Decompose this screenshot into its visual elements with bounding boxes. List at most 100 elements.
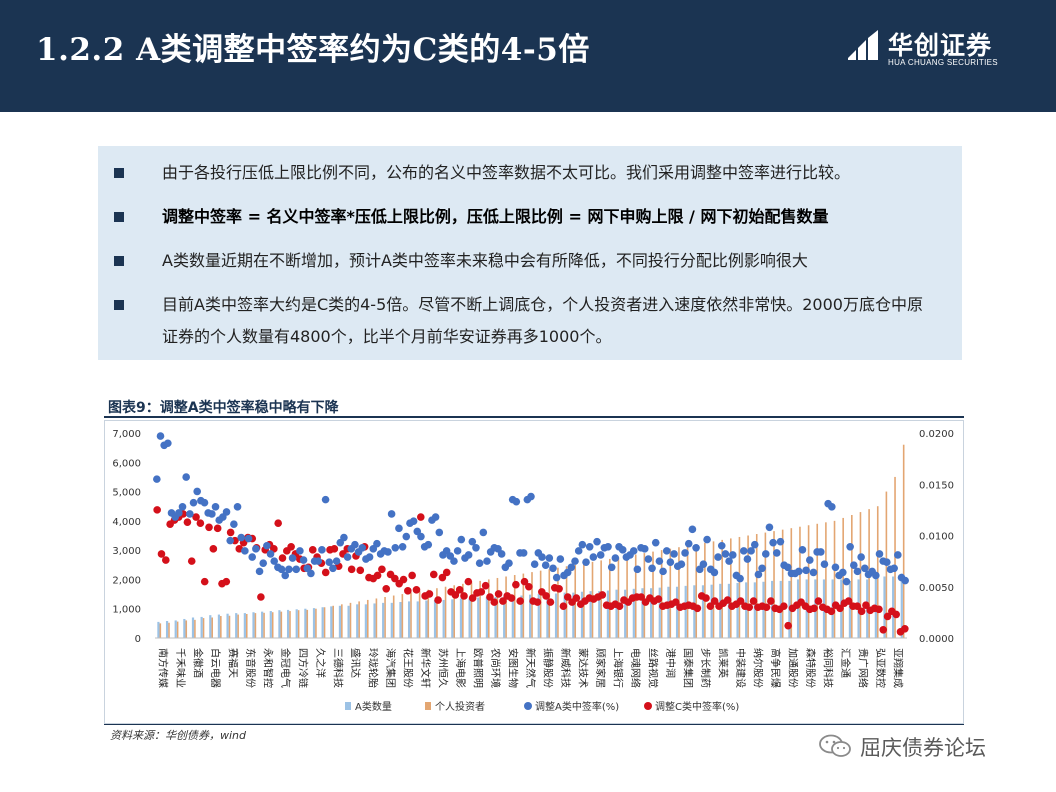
bar-personal-investors	[315, 608, 317, 638]
category-label: 振静股份	[541, 648, 554, 688]
dot-a-rate	[391, 544, 400, 552]
dot-c-rate	[399, 575, 408, 584]
dot-a-rate	[802, 566, 810, 575]
dot-c-rate	[844, 597, 853, 605]
dot-a-rate	[457, 535, 466, 544]
bar-personal-investors	[487, 579, 490, 638]
bar-personal-investors	[825, 522, 827, 638]
bar-personal-investors	[306, 609, 309, 638]
dot-a-rate	[758, 564, 766, 573]
bar-personal-investors	[678, 547, 680, 638]
bar-a-quantity	[252, 612, 255, 638]
dot-a-rate	[883, 558, 891, 566]
dot-a-rate	[318, 546, 326, 554]
dot-a-rate	[578, 540, 587, 549]
dot-a-rate	[593, 537, 601, 546]
bar-personal-investors	[781, 529, 784, 638]
dot-c-rate	[378, 565, 386, 574]
bar-personal-investors	[851, 515, 853, 638]
dot-a-rate	[699, 560, 708, 568]
bar-personal-investors	[168, 622, 170, 638]
dot-c-rate	[512, 580, 520, 589]
dot-c-rate	[780, 602, 788, 611]
category-label: 安图生物	[507, 648, 520, 688]
dot-a-rate	[666, 558, 675, 566]
dot-c-rate	[542, 592, 550, 600]
bar-personal-investors	[755, 534, 758, 638]
right-tick-label: 0.0050	[919, 583, 954, 594]
dot-a-rate	[325, 558, 334, 566]
bar-a-quantity	[382, 602, 385, 638]
category-label: 四方冷链	[297, 648, 310, 688]
bar-personal-investors	[254, 613, 257, 638]
dot-a-rate	[384, 548, 392, 556]
dot-c-rate	[516, 597, 524, 605]
bar-a-quantity	[312, 608, 316, 638]
dot-c-rate	[892, 610, 900, 619]
bar-a-quantity	[209, 615, 212, 638]
bar-a-quantity	[485, 597, 488, 638]
dot-c-rate	[749, 597, 758, 605]
bar-personal-investors	[730, 538, 732, 638]
dot-c-rate	[853, 602, 862, 611]
dot-a-rate	[270, 557, 279, 565]
bullet-square-icon	[114, 300, 124, 310]
dot-a-rate	[497, 550, 506, 558]
dot-a-rate	[688, 525, 697, 534]
bar-a-quantity	[710, 584, 713, 638]
dot-a-rate	[153, 475, 161, 483]
dot-c-rate	[857, 607, 866, 616]
dot-a-rate	[479, 528, 488, 537]
category-label: 弘亚数控	[874, 648, 887, 688]
dot-c-rate	[555, 585, 563, 593]
dot-c-rate	[745, 603, 754, 612]
dot-a-rate	[200, 498, 209, 507]
bar-personal-investors	[401, 594, 404, 638]
bar-personal-investors	[323, 607, 326, 638]
category-label: 农尚环境	[489, 648, 502, 688]
dot-a-rate	[193, 487, 201, 496]
category-label: 丝路视觉	[646, 648, 659, 688]
bar-personal-investors	[712, 541, 715, 638]
dot-c-rate	[762, 603, 771, 612]
dot-a-rate	[222, 508, 231, 516]
dot-a-rate	[648, 564, 656, 573]
bar-a-quantity	[745, 582, 748, 638]
legend-swatch	[644, 702, 652, 710]
dot-a-rate	[417, 532, 425, 541]
bar-a-quantity	[641, 588, 644, 638]
dot-c-rate	[814, 597, 823, 605]
dot-a-rate	[655, 557, 664, 565]
dot-a-rate	[633, 565, 642, 574]
dot-a-rate	[226, 536, 234, 545]
left-tick-label: 2,000	[112, 575, 141, 586]
dot-c-rate	[879, 626, 888, 634]
source-note: 资料来源：华创债券，wind	[110, 729, 247, 742]
bar-personal-investors	[738, 536, 741, 638]
bar-personal-investors	[185, 620, 188, 638]
chart-frame: 0 1,000 2,000 3,000 4,000 5,000 6,000 7,000 0.00…	[104, 420, 964, 724]
dot-a-rate	[721, 550, 730, 558]
logo-mark-icon	[848, 30, 878, 60]
bar-a-quantity	[563, 592, 566, 638]
dot-a-rate	[329, 564, 337, 573]
bar-personal-investors	[557, 567, 559, 638]
dot-a-rate	[241, 547, 249, 555]
bar-personal-investors	[332, 605, 334, 638]
category-label: 海汽集团	[384, 648, 397, 688]
bar-personal-investors	[176, 621, 179, 638]
bar-a-quantity	[157, 621, 160, 638]
dot-a-rate	[208, 510, 216, 518]
dot-a-rate	[582, 558, 590, 566]
bar-personal-investors	[539, 570, 542, 638]
bar-a-quantity	[278, 610, 281, 638]
category-label: 盛讯达	[349, 648, 362, 678]
wechat-icon	[819, 734, 851, 757]
dot-c-rate	[702, 594, 710, 602]
category-label: 新天然气	[524, 648, 537, 688]
dot-c-rate	[615, 602, 624, 611]
category-label: 上海银行	[611, 648, 624, 688]
bar-a-quantity	[511, 595, 514, 638]
dot-a-rate	[805, 556, 814, 564]
legend-swatch	[524, 702, 532, 710]
